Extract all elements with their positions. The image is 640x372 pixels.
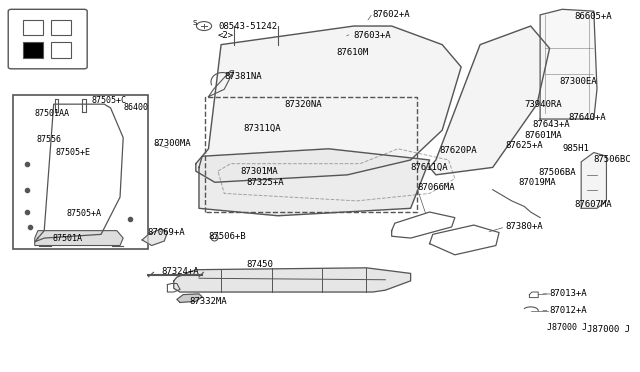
Text: 86400: 86400 <box>123 103 148 112</box>
Text: 87602+A: 87602+A <box>372 10 410 19</box>
Text: 87506BC: 87506BC <box>594 155 632 164</box>
Text: 87380+A: 87380+A <box>506 222 543 231</box>
Text: 87450: 87450 <box>246 260 273 269</box>
Text: 87607MA: 87607MA <box>575 200 612 209</box>
Polygon shape <box>142 229 168 246</box>
Text: 87620PA: 87620PA <box>439 146 477 155</box>
Text: 87603+A: 87603+A <box>354 31 392 40</box>
Text: 87505+C: 87505+C <box>92 96 127 105</box>
Text: 87625+A: 87625+A <box>506 141 543 150</box>
Text: 87301MA: 87301MA <box>240 167 278 176</box>
Text: 87320NA: 87320NA <box>284 100 322 109</box>
Text: J87000 J: J87000 J <box>588 325 630 334</box>
Text: 87505+A: 87505+A <box>67 209 101 218</box>
Text: 87069+A: 87069+A <box>148 228 186 237</box>
Polygon shape <box>173 268 411 292</box>
Bar <box>51 42 71 58</box>
Polygon shape <box>581 153 607 208</box>
Text: 87601MA: 87601MA <box>524 131 562 140</box>
Polygon shape <box>199 149 429 216</box>
Bar <box>23 20 43 35</box>
Bar <box>23 42 43 58</box>
Text: 08543-51242: 08543-51242 <box>218 22 277 31</box>
Text: 87506+B: 87506+B <box>209 232 246 241</box>
Text: 86605+A: 86605+A <box>575 12 612 21</box>
Bar <box>13 95 148 249</box>
Text: 87556: 87556 <box>36 135 61 144</box>
Text: 87501AA: 87501AA <box>35 109 70 118</box>
Text: 73940RA: 73940RA <box>524 100 562 109</box>
Polygon shape <box>35 231 123 246</box>
Text: <2>: <2> <box>218 31 234 40</box>
Text: 87506BA: 87506BA <box>539 169 577 177</box>
Text: 87501A: 87501A <box>52 234 83 243</box>
Text: 87611QA: 87611QA <box>411 163 448 172</box>
Text: 87013+A: 87013+A <box>550 289 588 298</box>
Text: 87012+A: 87012+A <box>550 306 588 315</box>
Polygon shape <box>196 26 461 182</box>
Text: 87300MA: 87300MA <box>153 139 191 148</box>
Text: S: S <box>193 20 196 26</box>
Text: 87300EA: 87300EA <box>559 77 596 86</box>
Polygon shape <box>177 294 202 302</box>
Text: 87325+A: 87325+A <box>246 178 284 187</box>
Bar <box>51 20 71 35</box>
Text: 87640+A: 87640+A <box>568 113 606 122</box>
Text: 87311QA: 87311QA <box>243 124 281 133</box>
Text: 87643+A: 87643+A <box>532 120 570 129</box>
FancyBboxPatch shape <box>8 9 87 69</box>
Text: J87000 J: J87000 J <box>547 323 588 332</box>
Polygon shape <box>429 26 550 175</box>
Text: 87381NA: 87381NA <box>224 72 262 81</box>
Polygon shape <box>540 9 597 119</box>
Text: 985H1: 985H1 <box>562 144 589 153</box>
Text: 87324+A: 87324+A <box>162 267 199 276</box>
Text: 87332MA: 87332MA <box>189 297 227 306</box>
Text: 87019MA: 87019MA <box>518 178 556 187</box>
Text: 87505+E: 87505+E <box>56 148 91 157</box>
Text: 87066MA: 87066MA <box>417 183 454 192</box>
Text: 87610M: 87610M <box>337 48 369 57</box>
